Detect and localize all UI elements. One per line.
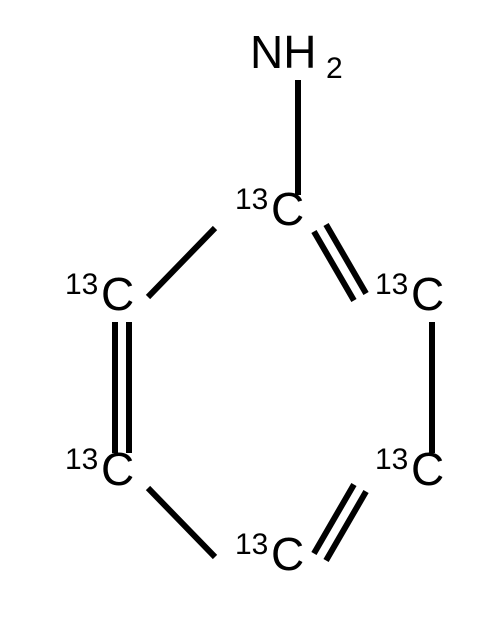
svg-text:13: 13 bbox=[65, 443, 98, 476]
svg-text:2: 2 bbox=[326, 52, 343, 85]
bond-c6_l-c1_top bbox=[148, 228, 215, 297]
atom-c6_l: 13C bbox=[65, 268, 134, 320]
atom-c2_r: 13C bbox=[375, 268, 444, 320]
svg-text:C: C bbox=[101, 443, 134, 495]
svg-text:13: 13 bbox=[235, 528, 268, 561]
atom-c4_b: 13C bbox=[235, 528, 304, 580]
svg-text:13: 13 bbox=[65, 268, 98, 301]
bonds-layer bbox=[115, 80, 432, 561]
atom-c5_bl: 13C bbox=[65, 443, 134, 495]
svg-text:C: C bbox=[271, 528, 304, 580]
bond-c4_b-c5_bl bbox=[148, 488, 215, 557]
bond-c5_bl-c6_l bbox=[115, 322, 129, 453]
bond-c3_br-c4_b bbox=[314, 484, 366, 560]
svg-text:C: C bbox=[411, 268, 444, 320]
svg-text:13: 13 bbox=[375, 268, 408, 301]
bond-c1_top-c2_r bbox=[314, 224, 366, 300]
svg-text:C: C bbox=[271, 183, 304, 235]
svg-text:C: C bbox=[101, 268, 134, 320]
atom-c3_br: 13C bbox=[375, 443, 444, 495]
atom-nh2: NH 2 bbox=[250, 26, 343, 85]
molecule-diagram: NH213C13C13C13C13C13C bbox=[0, 0, 501, 640]
atom-c1_top: 13C bbox=[235, 183, 304, 235]
svg-text:C: C bbox=[411, 443, 444, 495]
svg-text:13: 13 bbox=[375, 443, 408, 476]
atoms-layer: NH213C13C13C13C13C13C bbox=[65, 26, 444, 580]
svg-text:NH: NH bbox=[250, 26, 316, 78]
svg-text:13: 13 bbox=[235, 183, 268, 216]
